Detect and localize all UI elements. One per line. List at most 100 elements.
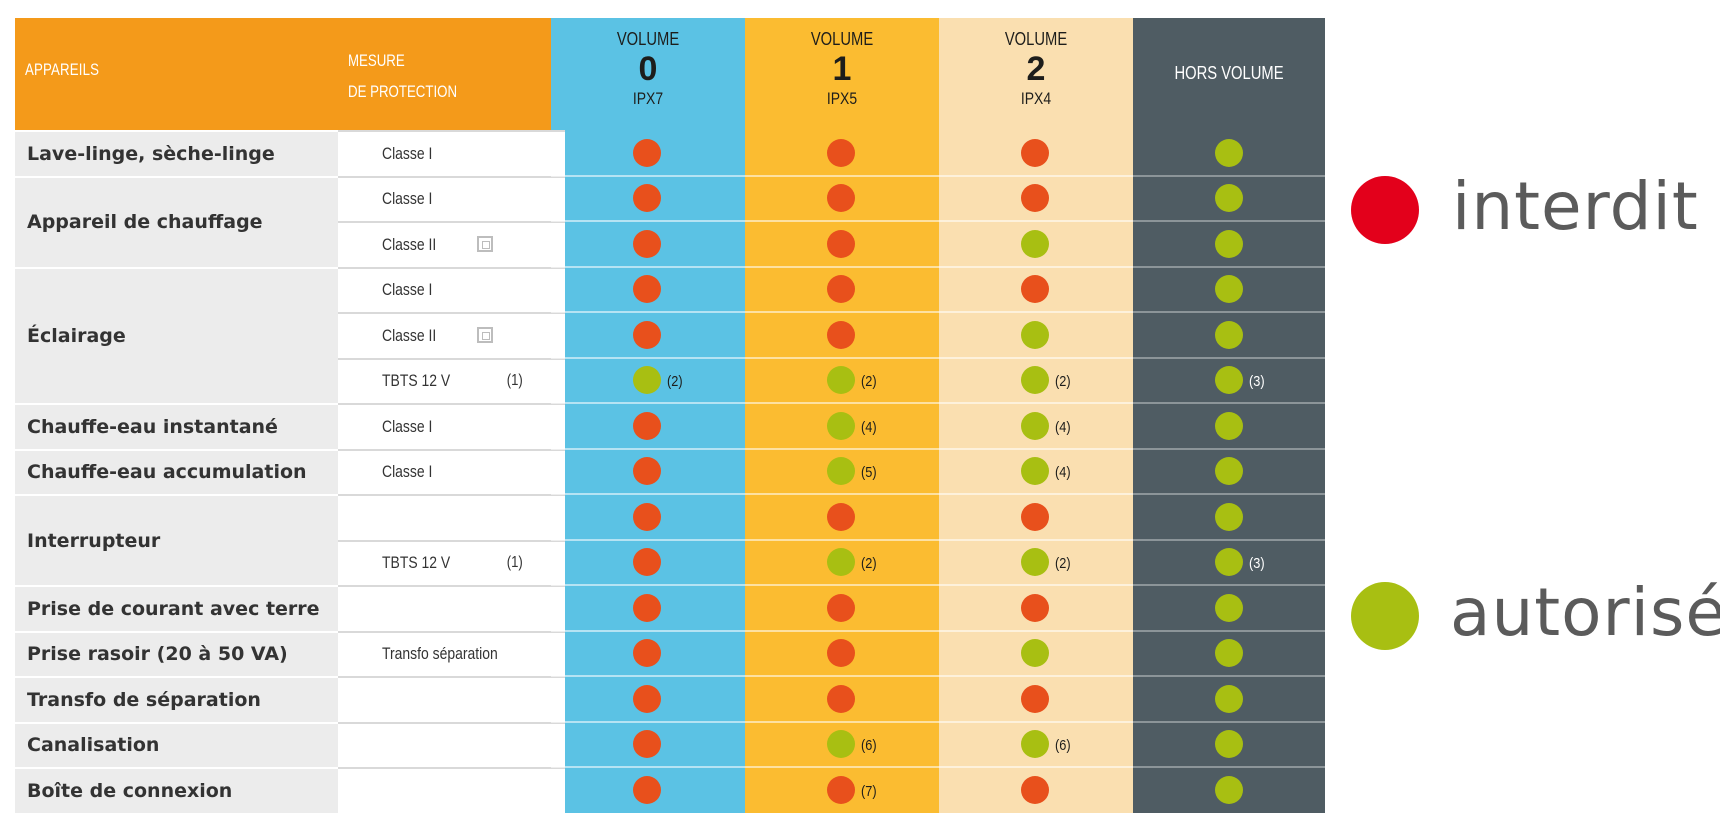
row-divider [745,265,939,268]
forbidden-dot [1021,275,1049,304]
appareil-cell: Prise rasoir (20 à 50 VA) [15,630,338,676]
row-divider [551,220,745,222]
footnote-marker: (7) [861,782,877,800]
volume-2-ip: IPX4 [1020,89,1052,108]
forbidden-dot [633,639,661,668]
row-divider [1133,584,1325,586]
row-divider [1133,766,1325,768]
row-divider [1133,220,1325,222]
row-divider [551,402,745,404]
forbidden-dot [633,548,661,577]
row-divider [745,356,939,359]
row-divider [551,629,745,632]
row-divider [551,766,745,768]
row-divider [745,766,939,768]
allowed-dot [827,457,855,486]
appareil-cell: Chauffe-eau instantané [15,403,338,449]
row-divider [745,174,939,177]
forbidden-dot [1021,775,1049,804]
allowed-dot [827,366,855,395]
row-divider [1133,311,1325,313]
measure-cell [338,585,565,631]
volume-1-ip: IPX5 [826,89,858,108]
header-appareils-label: APPAREILS [25,60,100,79]
measure-cell [338,767,565,813]
appareil-cell: Chauffe-eau accumulation [15,448,338,494]
volume-2-word: VOLUME [1004,29,1068,49]
allowed-dot [1021,730,1049,759]
row-divider [745,493,939,495]
row-divider [551,174,745,177]
legend-forbidden-icon [1351,176,1419,244]
row-divider [551,311,745,313]
row-divider [939,174,1133,177]
allowed-dot [1215,502,1243,531]
allowed-dot [1215,639,1243,668]
appareil-cell: Appareil de chauffage [15,175,338,267]
appareil-label: Prise rasoir (20 à 50 VA) [27,643,288,666]
row-divider [745,584,939,586]
forbidden-dot [827,775,855,804]
measure-label: Transfo séparation [382,644,498,664]
volume-1-word: VOLUME [810,29,874,49]
footnote-marker: (3) [1249,555,1265,573]
row-divider [939,402,1133,404]
forbidden-dot [1021,684,1049,713]
footnote-marker: (2) [861,555,877,573]
allowed-dot [1215,730,1243,759]
allowed-dot [1021,639,1049,668]
row-divider [939,720,1133,723]
row-divider [745,402,939,404]
forbidden-dot [827,684,855,713]
row-divider [745,538,939,541]
legend-allowed-icon [1351,582,1419,650]
class-ii-icon [477,235,493,252]
measure-cell: Classe I [338,403,565,449]
measure-label: Classe II [382,325,437,345]
allowed-dot [1215,457,1243,486]
row-divider [745,447,939,450]
allowed-dot [1215,138,1243,167]
forbidden-dot [827,593,855,622]
appareil-label: Boîte de connexion [27,779,233,802]
allowed-dot [633,366,661,395]
row-divider [1133,447,1325,450]
footnote-marker: (3) [1249,373,1265,391]
forbidden-dot [633,320,661,349]
measure-cell [338,721,565,767]
forbidden-dot [633,138,661,167]
appareil-label: Éclairage [27,324,126,347]
row-divider [939,311,1133,313]
volume-2-number: 2 [1026,50,1046,88]
volume-0-number: 0 [638,50,658,88]
appareil-label: Canalisation [27,734,160,757]
forbidden-dot [827,320,855,349]
volume-0-ip: IPX7 [632,89,664,108]
header-volume-1: VOLUME 1 IPX5 [745,18,939,130]
row-divider [939,265,1133,268]
header-hors-volume: HORS VOLUME [1133,18,1325,130]
forbidden-dot [1021,184,1049,213]
forbidden-dot [827,275,855,304]
volume-0-word: VOLUME [616,29,680,49]
allowed-dot [1021,457,1049,486]
forbidden-dot [633,184,661,213]
row-divider [745,720,939,723]
measure-cell: Classe I [338,448,565,494]
measure-label: Classe II [382,234,437,254]
row-divider [939,766,1133,768]
footnote-marker: (2) [1055,373,1071,391]
row-divider [745,675,939,677]
allowed-dot [1021,229,1049,258]
row-divider [551,584,745,586]
row-divider [745,220,939,222]
footnote-marker: (2) [1055,555,1071,573]
row-divider [939,220,1133,222]
row-divider [939,493,1133,495]
allowed-dot [1215,411,1243,440]
allowed-dot [1215,229,1243,258]
allowed-dot [1215,320,1243,349]
forbidden-dot [633,593,661,622]
row-divider [939,675,1133,677]
footnote-marker: (6) [861,737,877,755]
